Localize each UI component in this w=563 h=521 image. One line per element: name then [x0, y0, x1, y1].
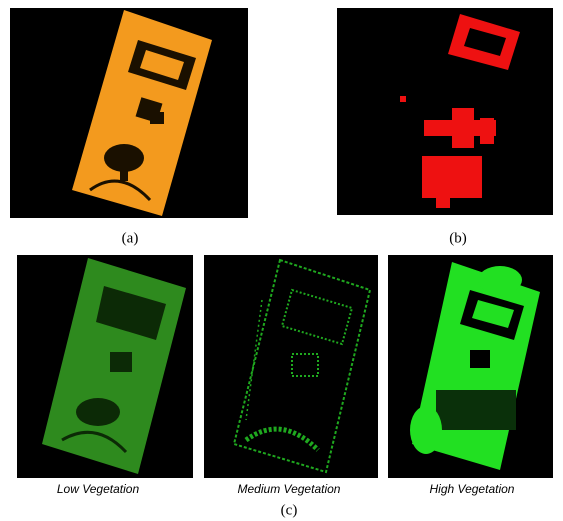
group-label: (c) — [281, 502, 298, 518]
subpanel-caption: Medium Vegetation — [238, 482, 341, 496]
panel-label: (b) — [449, 230, 467, 246]
subpanel-caption: Low Vegetation — [57, 482, 140, 496]
subpanel-caption: High Vegetation — [430, 482, 515, 496]
panel-a-image — [10, 8, 248, 218]
high-vegetation-image — [388, 255, 553, 478]
panel-b-image — [337, 8, 553, 215]
low-vegetation-image — [17, 255, 193, 478]
medium-vegetation-image — [204, 255, 378, 478]
figure: (a) (b) Low Vegetation Medium Vegetation — [0, 0, 563, 521]
panel-label: (a) — [122, 230, 139, 246]
